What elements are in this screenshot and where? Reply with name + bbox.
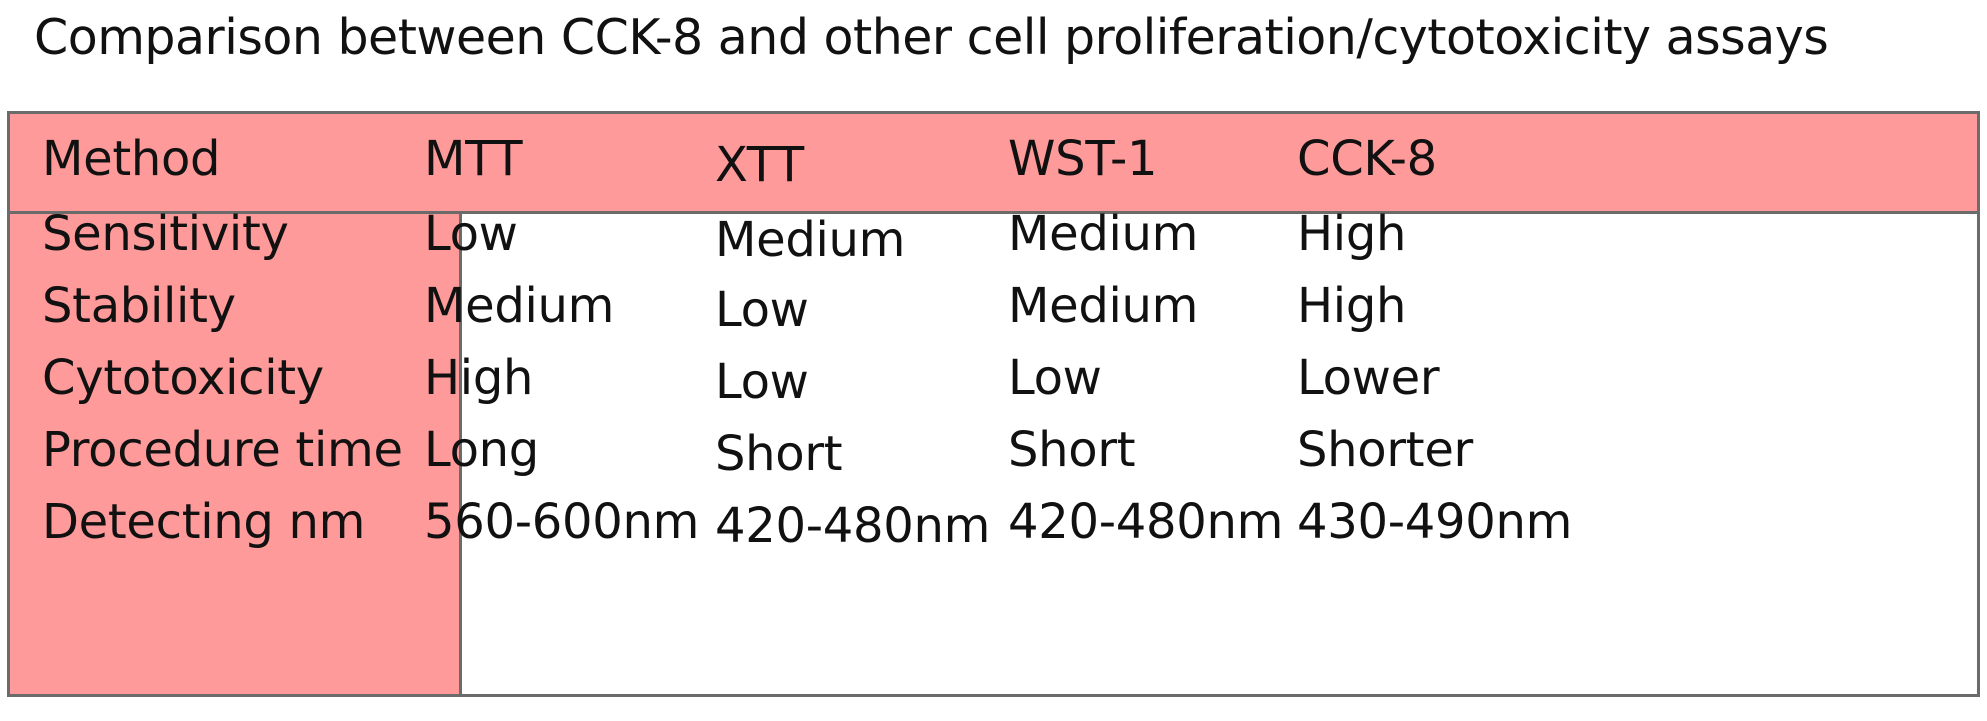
- table-cell: 430-490nm: [1297, 494, 1573, 550]
- table-cell: High: [1297, 206, 1407, 262]
- row-header: Stability: [42, 278, 236, 334]
- comparison-table: Method MTT XTT WST-1 CCK-8 Sensitivity Low Medi…: [7, 111, 1980, 697]
- table-cell: Medium: [424, 278, 615, 334]
- column-header-method: Method: [42, 131, 221, 187]
- table-cell: High: [424, 350, 534, 406]
- table-cell: Long: [424, 422, 539, 478]
- row-header-band: [10, 214, 462, 694]
- table-cell: Short: [1008, 422, 1136, 478]
- row-header: Sensitivity: [42, 206, 289, 262]
- table-cell: 560-600nm: [424, 494, 700, 550]
- table-cell: High: [1297, 278, 1407, 334]
- table-cell: 420-480nm: [1008, 494, 1284, 550]
- column-header-xtt: XTT: [715, 137, 804, 193]
- table-cell: Low: [424, 206, 518, 262]
- table-header-band: [10, 114, 1977, 214]
- table-cell: Medium: [1008, 278, 1199, 334]
- column-header-wst-1: WST-1: [1008, 131, 1158, 187]
- table-cell: Low: [1008, 350, 1102, 406]
- table-cell: Low: [715, 354, 809, 410]
- column-header-mtt: MTT: [424, 131, 523, 187]
- table-cell: 420-480nm: [715, 498, 991, 554]
- row-header: Procedure time: [42, 422, 403, 478]
- page-title: Comparison between CCK-8 and other cell …: [34, 9, 1829, 66]
- table-cell: Short: [715, 426, 843, 482]
- table-cell: Medium: [1008, 206, 1199, 262]
- table-cell: Lower: [1297, 350, 1440, 406]
- table-cell: Low: [715, 282, 809, 338]
- row-header: Cytotoxicity: [42, 350, 324, 406]
- table-cell: Shorter: [1297, 422, 1473, 478]
- table-cell: Medium: [715, 212, 906, 268]
- column-header-cck-8: CCK-8: [1297, 131, 1437, 187]
- row-header: Detecting nm: [42, 494, 366, 550]
